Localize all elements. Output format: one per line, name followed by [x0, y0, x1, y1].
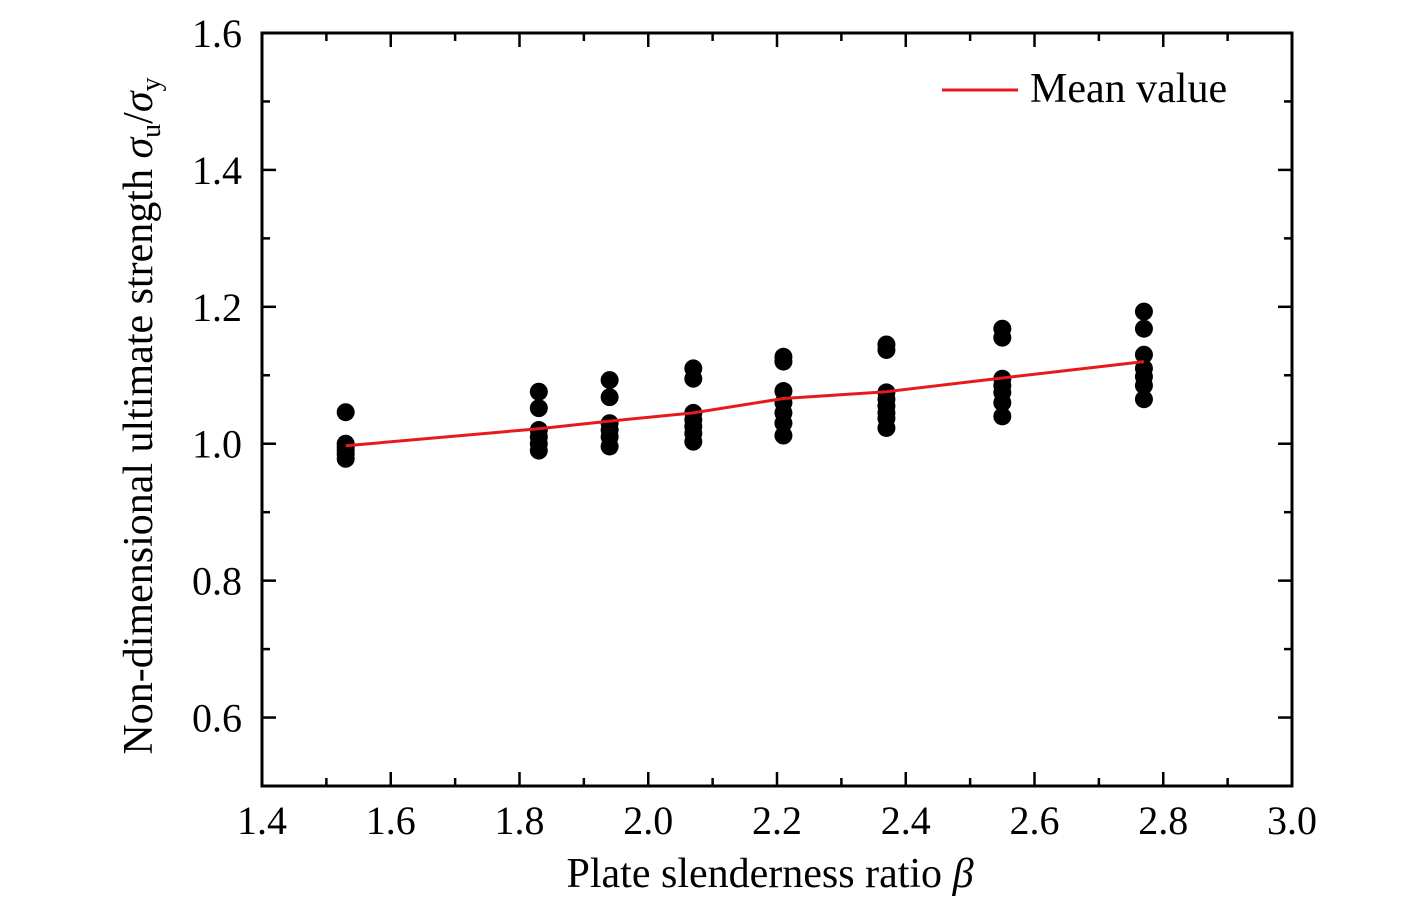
x-tick-label: 2.6: [1010, 798, 1060, 843]
y-tick-label: 1.6: [192, 11, 242, 56]
y-axis-title-sigma-u: σ: [116, 136, 162, 159]
data-point: [1134, 390, 1153, 409]
legend-label: Mean value: [1030, 66, 1227, 112]
y-tick-label: 0.6: [192, 696, 242, 741]
data-point: [774, 414, 793, 433]
x-tick-label: 1.6: [366, 798, 416, 843]
data-point: [993, 393, 1012, 412]
data-point: [336, 449, 355, 468]
y-axis-title: Non-dimensional ultimate strength σu/σy: [116, 77, 167, 754]
data-point: [336, 403, 355, 422]
y-tick-label: 1.0: [192, 422, 242, 467]
data-point: [1134, 376, 1153, 395]
data-point: [600, 437, 619, 456]
y-tick-label: 1.4: [192, 148, 242, 193]
data-point: [877, 418, 896, 437]
y-axis-title-slash: /: [116, 112, 162, 124]
data-point: [529, 382, 548, 401]
mean-value-line: [345, 360, 1145, 448]
legend: Mean value: [942, 66, 1227, 112]
data-point: [993, 407, 1012, 426]
data-point: [1134, 345, 1153, 364]
y-tick-label: 1.2: [192, 285, 242, 330]
x-tick-label: 1.4: [237, 798, 287, 843]
data-point: [993, 328, 1012, 347]
mean-line-layer: [345, 360, 1145, 448]
x-axis-title-symbol: β: [952, 851, 974, 897]
x-axis-title-text: Plate slenderness ratio: [567, 851, 953, 897]
x-tick-label: 2.0: [623, 798, 673, 843]
y-tick-label: 0.8: [192, 559, 242, 604]
data-point: [877, 340, 896, 359]
x-tick-label: 2.4: [881, 798, 931, 843]
data-point: [1134, 319, 1153, 338]
data-point: [529, 399, 548, 418]
data-point: [684, 369, 703, 388]
axis-ticks: 1.4 1.6 1.8 2.0 2.2 2.4 2.6 2.8 3.0 0.6 0.8 1.0 1.2 1…: [192, 11, 1317, 843]
x-tick-label: 1.8: [495, 798, 545, 843]
data-point: [684, 432, 703, 451]
data-point: [600, 371, 619, 390]
x-axis-title: Plate slenderness ratio β: [567, 851, 974, 897]
scatter-points: [336, 302, 1153, 468]
y-axis-title-text: Non-dimensional ultimate strength: [116, 159, 162, 755]
x-tick-label: 2.2: [752, 798, 802, 843]
data-point: [529, 441, 548, 460]
data-point: [774, 352, 793, 371]
data-point: [1134, 302, 1153, 321]
y-axis-title-sigma-y: σ: [116, 89, 162, 112]
y-axis-title-sub-u: u: [136, 124, 167, 138]
x-tick-label: 2.8: [1138, 798, 1188, 843]
x-tick-label: 3.0: [1267, 798, 1317, 843]
data-point: [774, 426, 793, 445]
data-point: [600, 388, 619, 407]
y-axis-title-sub-y: y: [136, 77, 167, 91]
